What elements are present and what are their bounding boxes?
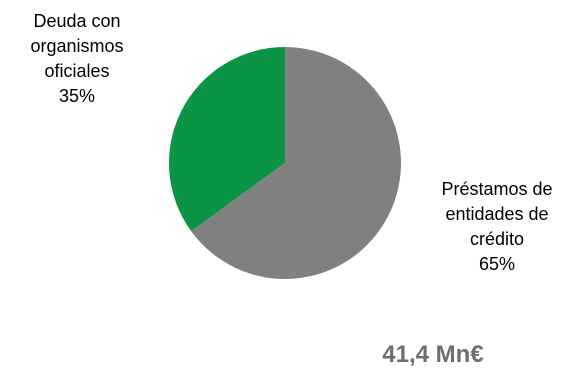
slice-label-line: oficiales (44, 61, 109, 81)
slice-label-line: Deuda con (33, 11, 120, 31)
slice-label-0: Préstamos de entidades de crédito 65% (441, 179, 552, 274)
total-amount-label: 41,4 Mn€ (382, 341, 483, 368)
slice-percent-label: 65% (479, 254, 515, 274)
slice-label-line: organismos (30, 36, 123, 56)
slice-label-line: entidades de (445, 204, 548, 224)
slice-label-line: crédito (470, 229, 524, 249)
slice-percent-label: 35% (59, 86, 95, 106)
slice-label-line: Préstamos de (441, 179, 552, 199)
pie-slice-1 (168, 46, 285, 232)
pie-slice-0 (191, 47, 401, 279)
slice-label-1: Deuda con organismos oficiales 35% (30, 11, 123, 106)
